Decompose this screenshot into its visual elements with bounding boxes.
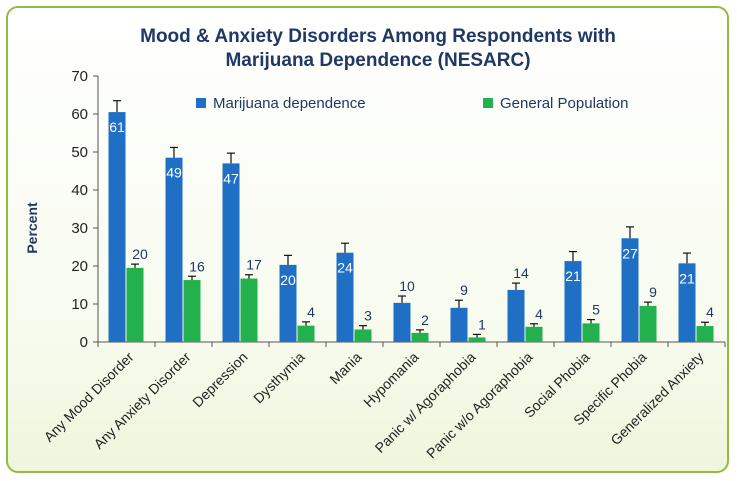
data-label: 21: [565, 268, 581, 284]
bar-marijuana: [222, 163, 240, 342]
y-axis-title: Percent: [24, 202, 40, 254]
data-label: 1: [478, 316, 486, 332]
bar-general: [525, 326, 543, 342]
data-label: 14: [513, 265, 529, 281]
data-label: 47: [223, 170, 239, 186]
bar-marijuana: [393, 302, 411, 342]
x-tick-label: Panic w/ Agoraphobia: [372, 349, 479, 456]
data-label: 10: [399, 278, 415, 294]
bar-general: [297, 325, 315, 342]
x-tick-label: Depression: [189, 349, 250, 410]
data-label: 27: [622, 245, 638, 261]
x-tick-label: Dysthymia: [250, 349, 308, 407]
data-label: 4: [307, 304, 315, 320]
x-tick-label: Hypomania: [360, 349, 422, 411]
bar-general: [582, 323, 600, 342]
bar-general: [411, 332, 429, 342]
data-label: 4: [706, 304, 714, 320]
y-tick-label: 70: [71, 68, 88, 85]
data-label: 3: [364, 308, 372, 324]
data-label: 9: [649, 284, 657, 300]
bar-general: [696, 326, 714, 342]
data-label: 20: [132, 246, 148, 262]
chart-title-line2: Marijuana Dependence (NESARC): [225, 50, 530, 71]
bar-marijuana: [279, 264, 297, 342]
chart-title: Mood & Anxiety Disorders Among Responden…: [140, 26, 616, 47]
bar-general: [240, 278, 258, 342]
data-label: 16: [189, 258, 205, 274]
chart-frame: [6, 6, 729, 473]
legend-label-marijuana: Marijuana dependence: [213, 95, 366, 112]
bar-marijuana: [336, 252, 354, 342]
data-label: 21: [679, 270, 695, 286]
bar-general: [468, 337, 486, 342]
bar-general: [183, 280, 201, 342]
y-tick-label: 10: [71, 296, 88, 313]
y-tick-label: 30: [71, 220, 88, 237]
data-label: 20: [280, 272, 296, 288]
legend-swatch-marijuana: [196, 98, 206, 108]
y-tick-label: 50: [71, 144, 88, 161]
bar-marijuana: [165, 157, 183, 342]
y-tick-label: 60: [71, 106, 88, 123]
x-tick-label: Panic w/o Agoraphobia: [423, 349, 536, 462]
bar-marijuana: [564, 261, 582, 342]
bar-marijuana: [621, 238, 639, 342]
data-label: 24: [337, 260, 353, 276]
data-label: 9: [460, 282, 468, 298]
data-label: 5: [592, 302, 600, 318]
bar-general: [126, 267, 144, 342]
bar-marijuana: [108, 112, 126, 342]
bar-marijuana: [507, 289, 525, 342]
bar-marijuana: [678, 263, 696, 342]
bar-general: [354, 329, 372, 342]
data-label: 17: [246, 257, 262, 273]
data-label: 2: [421, 312, 429, 328]
y-tick-label: 40: [71, 182, 88, 199]
legend-swatch-general: [483, 98, 493, 108]
data-label: 4: [535, 306, 543, 322]
bar-marijuana: [450, 307, 468, 342]
y-tick-label: 20: [71, 258, 88, 275]
legend-label-general: General Population: [500, 95, 628, 112]
x-tick-label: Mania: [326, 349, 364, 387]
data-label: 49: [166, 165, 182, 181]
y-tick-label: 0: [80, 334, 88, 351]
data-label: 61: [109, 119, 125, 135]
x-tick-label: Any Anxiety Disorder: [90, 349, 193, 452]
bar-general: [639, 305, 657, 342]
